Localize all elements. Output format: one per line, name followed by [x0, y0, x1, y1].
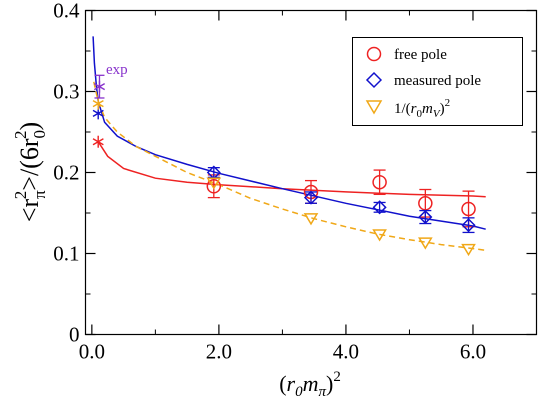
legend-label-measured-pole: measured pole	[394, 73, 481, 89]
x-tick-label: 6.0	[460, 340, 486, 364]
y-axis-label: <rπ2>/(6r02)	[11, 122, 49, 222]
point-measured-pole	[372, 200, 387, 215]
point-vector-mass	[303, 213, 319, 226]
point-free-pole	[418, 196, 433, 211]
point-vector-mass	[418, 237, 433, 250]
x-tick-label: 0.0	[79, 340, 105, 364]
svg-text:<rπ2>/(6r02): <rπ2>/(6r02)	[11, 122, 49, 222]
y-tick-label: 0.2	[53, 161, 79, 185]
point-measured-pole	[461, 218, 476, 233]
axis-ticks: 0.0 2.0 4.0 6.0 0 0.1 0.2 0.3 0.4	[53, 0, 537, 364]
point-measured-pole	[303, 190, 319, 205]
y-tick-label: 0.1	[53, 242, 79, 266]
legend-item-free-pole: free pole	[366, 46, 447, 63]
legend-item-measured-pole: measured pole	[365, 71, 481, 89]
fit-curve-vector-mass	[93, 81, 486, 252]
svg-text:(r0mπ)2: (r0mπ)2	[279, 369, 341, 400]
point-measured-pole	[418, 209, 433, 225]
chiral-point-free-pole	[92, 135, 104, 148]
exp-annotation: exp	[106, 62, 128, 78]
point-free-pole	[206, 179, 222, 194]
legend-item-vector-mass: 1/(r0mV)2	[365, 97, 450, 120]
point-free-pole	[461, 201, 476, 217]
legend-marker-triangle	[365, 100, 383, 115]
experiment-point	[93, 74, 106, 99]
point-vector-mass	[461, 243, 476, 257]
y-tick-label: 0.3	[53, 80, 79, 104]
point-free-pole	[372, 174, 387, 190]
chiral-point-vector-mass	[92, 97, 104, 110]
x-axis-label: (r0mπ)2	[279, 369, 341, 400]
legend-label-vector-mass: 1/(r0mV)2	[394, 97, 450, 120]
x-tick-label: 4.0	[333, 340, 359, 364]
legend-label-free-pole: free pole	[394, 47, 447, 63]
legend-marker-diamond	[365, 71, 383, 89]
point-vector-mass	[206, 177, 222, 190]
fit-curve-measured-pole	[92, 36, 486, 230]
y-tick-label: 0.4	[53, 0, 80, 23]
fit-curves	[92, 36, 486, 252]
x-tick-label: 2.0	[206, 340, 232, 364]
y-tick-label: 0	[69, 323, 80, 347]
data-marks	[92, 74, 476, 257]
fit-curve-free-pole	[97, 141, 486, 198]
legend: free pole measured pole 1/(r0mV)2	[352, 37, 523, 126]
point-vector-mass	[372, 229, 387, 242]
legend-marker-circle	[366, 46, 382, 62]
